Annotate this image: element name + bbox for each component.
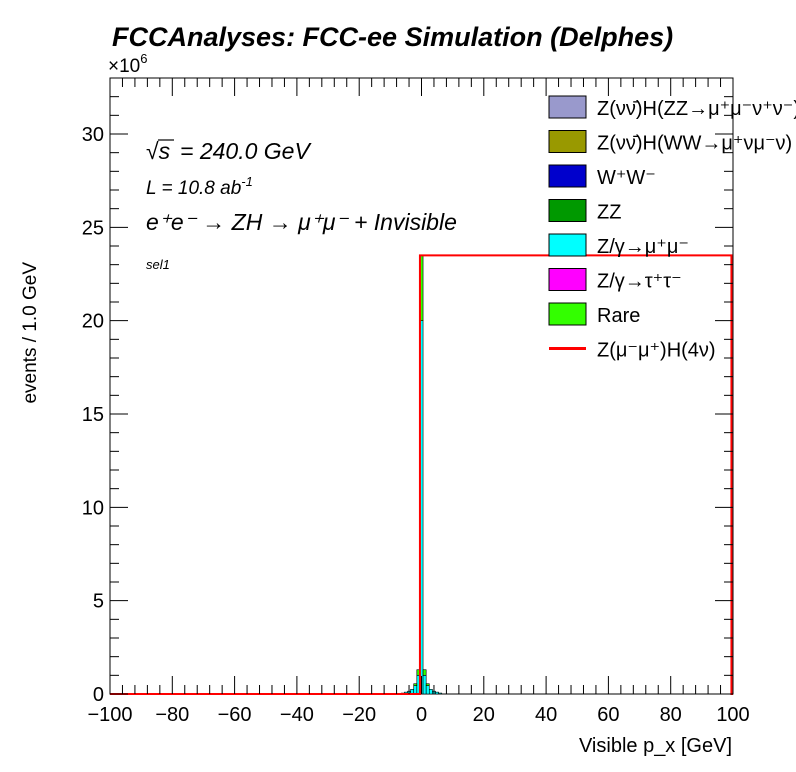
y-axis-label: events / 1.0 GeV: [20, 262, 41, 404]
legend-label: Z(μ⁻μ⁺)H(4ν): [597, 340, 716, 362]
x-tick-label: 40: [535, 704, 557, 726]
bar-4-3: [428, 689, 433, 695]
x-tick-label: 20: [473, 704, 495, 726]
chart-title: FCCAnalyses: FCC-ee Simulation (Delphes): [112, 22, 673, 52]
legend-label: W⁺W⁻: [597, 167, 656, 189]
legend: Z(νν̄)H(ZZ→μ⁺μ⁻ν⁺ν⁻) Z(νν̄)H(WW→μ⁺νμ⁻ν) W⁺…: [548, 95, 796, 362]
legend-label: Z(νν̄)H(ZZ→μ⁺μ⁻ν⁺ν⁻): [597, 98, 796, 120]
y-tick-label: 5: [93, 591, 104, 613]
bar-4--2: [413, 685, 418, 695]
process-annotation: e⁺e⁻ → ZH → μ⁺μ⁻ + Invisible: [146, 209, 457, 235]
legend-label: ZZ: [597, 202, 621, 224]
legend-swatch: [548, 199, 587, 222]
x-tick-label: −20: [342, 704, 376, 726]
sqrt-s-symbol: √s: [146, 138, 171, 164]
legend-label: Z/γ→μ⁺μ⁻: [597, 236, 689, 258]
bar-6--2: [413, 683, 418, 686]
bar-4-2: [425, 685, 430, 695]
signal-line-0: [110, 254, 733, 695]
legend-label: Rare: [597, 305, 640, 327]
stacked-histogram: [400, 255, 443, 695]
y-tick-label: 20: [82, 311, 104, 333]
legend-swatch: [548, 233, 587, 257]
legend-swatch: [548, 95, 587, 119]
y-tick-label: 15: [82, 404, 104, 426]
bar-4-5: [435, 691, 439, 695]
signal-line: [110, 254, 733, 695]
sqrt-s-annotation: √s = 240.0 GeV: [146, 138, 312, 164]
y-tick-label: 0: [93, 684, 104, 706]
x-axis-label: Visible p_x [GeV]: [579, 735, 732, 757]
x-tick-label: −80: [155, 704, 189, 726]
legend-swatch: [548, 130, 587, 153]
legend-swatch: [548, 302, 587, 326]
y-tick-label: 10: [82, 497, 104, 519]
y-tick-label: 30: [82, 124, 104, 146]
selection-annotation: sel1: [146, 257, 170, 272]
bar-6-2: [425, 683, 430, 686]
bar-4-1: [422, 675, 427, 695]
axes: −100 −80 −60 −40 −20 0 20 40 60 80 100 0 5 10 15 20 25 30: [82, 77, 750, 726]
sqrt-s-value: = 240.0 GeV: [180, 138, 312, 164]
legend-swatch: [548, 164, 587, 188]
lumi-text: L = 10.8 ab: [146, 178, 241, 199]
lumi-exponent: -1: [241, 174, 253, 189]
x-tick-label: 0: [416, 704, 427, 726]
legend-swatch: [548, 268, 587, 291]
legend-label: Z(νν̄)H(WW→μ⁺νμ⁻ν): [597, 133, 792, 155]
bar-6-1: [422, 669, 427, 676]
legend-label: Z/γ→τ⁺τ⁻: [597, 271, 682, 293]
y-multiplier: ×106: [108, 51, 147, 77]
y-tick-label: 25: [82, 217, 104, 239]
x-tick-label: 100: [716, 704, 749, 726]
x-tick-label: 80: [660, 704, 682, 726]
x-tick-label: −60: [218, 704, 252, 726]
luminosity-annotation: L = 10.8 ab-1: [146, 174, 253, 199]
x-tick-label: 60: [597, 704, 619, 726]
x-tick-label: −40: [280, 704, 314, 726]
svg-text:L = 10.8 ab-1: L = 10.8 ab-1: [146, 174, 253, 199]
x-tick-label: −100: [87, 704, 132, 726]
bar-4-6: [438, 692, 443, 695]
